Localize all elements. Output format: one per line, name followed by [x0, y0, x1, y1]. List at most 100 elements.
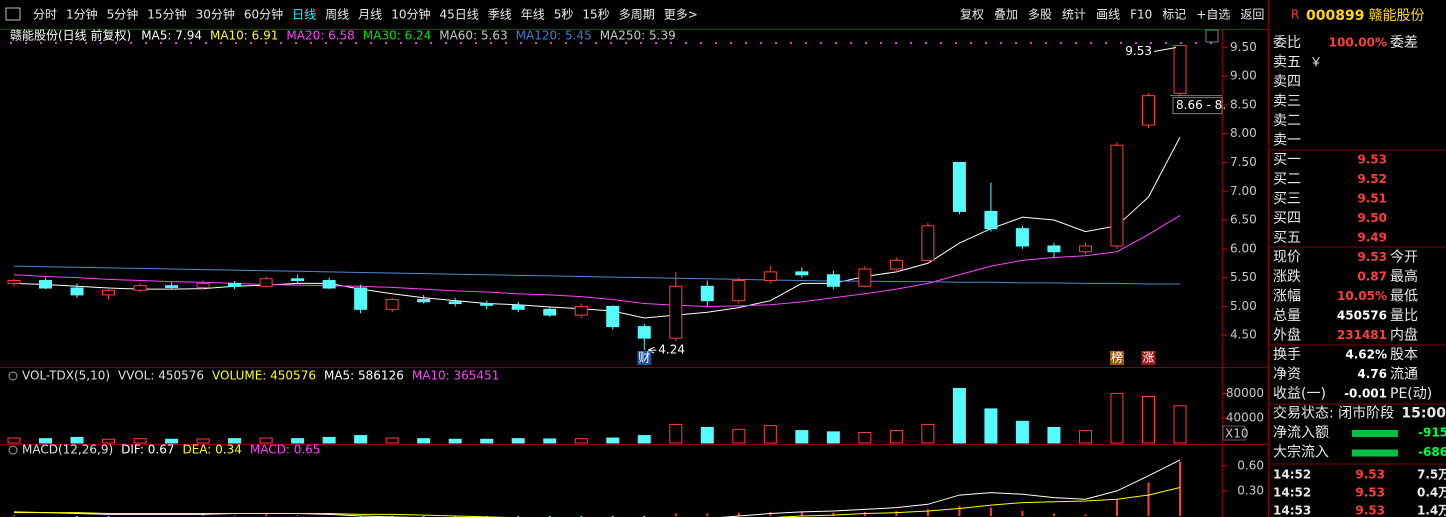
volume-bar	[889, 430, 903, 444]
candle-body	[133, 285, 147, 291]
period-tab[interactable]: 季线	[488, 8, 512, 22]
tool-button[interactable]: +自选	[1196, 8, 1230, 22]
ma-line	[13, 215, 1181, 307]
quote-right: 最高	[1390, 268, 1418, 285]
quote-right: PE(动)	[1390, 386, 1432, 402]
volume-bar	[39, 438, 53, 444]
quote-value: 9.51	[1357, 192, 1387, 206]
tool-button[interactable]: F10	[1130, 8, 1152, 22]
volume-bar	[448, 438, 462, 444]
quote-label: 买五	[1273, 230, 1301, 246]
tool-button[interactable]: 多股	[1028, 8, 1052, 22]
candle-body	[889, 259, 903, 270]
period-tab[interactable]: 15秒	[582, 8, 609, 22]
badge: R	[1291, 8, 1299, 22]
period-tab[interactable]: 多周期	[619, 8, 655, 22]
panel-button[interactable]	[1205, 29, 1219, 43]
y-tick-label: 6.00	[1230, 241, 1257, 255]
quote-value: 231481	[1337, 328, 1387, 342]
y-tick-label: 4.50	[1230, 328, 1257, 342]
candle-body	[795, 271, 809, 276]
candle-body	[984, 210, 998, 230]
dea-line	[14, 487, 1181, 517]
dif-line	[13, 459, 1181, 517]
volume-bar	[1141, 396, 1155, 444]
period-tab[interactable]: 日线	[292, 8, 316, 22]
trade-time: 14:52	[1273, 486, 1311, 500]
volume-bar	[511, 438, 525, 444]
candle-body	[1015, 228, 1029, 247]
trade-time: 14:53	[1273, 504, 1311, 517]
tool-button[interactable]: 统计	[1062, 8, 1086, 22]
period-tab[interactable]: 5分钟	[107, 7, 139, 22]
menu-icon[interactable]	[5, 7, 21, 21]
period-tab[interactable]: 更多>	[664, 8, 698, 22]
volume-bar	[984, 408, 998, 444]
legend-item: MA30: 6.24	[363, 29, 431, 43]
trade-volume: 1.4万	[1417, 504, 1446, 517]
quote-label: 涨跌	[1273, 269, 1301, 285]
quote-right: 委差	[1390, 35, 1418, 51]
legend-item: MA5: 586126	[324, 369, 404, 383]
period-tab[interactable]: 5秒	[554, 8, 574, 22]
candle-body	[70, 287, 84, 296]
volume-bar	[228, 438, 242, 444]
tool-button[interactable]: 叠加	[994, 8, 1018, 22]
period-tab[interactable]: 45日线	[439, 8, 478, 22]
tool-button[interactable]: 复权	[960, 8, 984, 22]
event-tag[interactable]: 榜	[1111, 350, 1123, 365]
period-tab[interactable]: 分时	[33, 8, 57, 22]
candle-body	[763, 271, 777, 282]
quote-label: 卖五	[1273, 55, 1301, 71]
ma-line	[13, 265, 1180, 285]
period-tab[interactable]: 60分钟	[244, 7, 283, 22]
candle-body	[354, 287, 368, 310]
volume-bar	[637, 435, 651, 444]
volume-bar	[669, 423, 683, 444]
volume-bar	[826, 431, 840, 444]
quote-label: 买二	[1273, 172, 1301, 188]
price-plot	[7, 45, 1187, 351]
y-tick-label: 5.50	[1230, 270, 1257, 284]
candle-body	[637, 326, 651, 339]
y-tick-label: 8.00	[1230, 126, 1257, 140]
tool-button[interactable]: 标记	[1162, 8, 1186, 22]
quote-right: 量比	[1390, 308, 1418, 324]
panel-icon[interactable]	[8, 371, 18, 381]
trade-time: 14:52	[1273, 468, 1311, 482]
candle-body	[511, 304, 525, 310]
quote-label: 现价	[1273, 250, 1301, 266]
volume-bar	[7, 437, 21, 444]
y-tick-label: 9.50	[1230, 40, 1257, 54]
unit-box	[1222, 425, 1246, 441]
y-tick-label: 0.30	[1237, 483, 1264, 497]
quote-label: 涨幅	[1273, 289, 1301, 305]
candle-body	[700, 285, 714, 302]
period-tab[interactable]: 周线	[325, 8, 349, 22]
tool-button[interactable]: 画线	[1096, 8, 1120, 22]
volume-bar	[952, 387, 966, 444]
quote-label: 净资	[1273, 367, 1301, 383]
legend-item: VOLUME: 450576	[212, 369, 316, 383]
period-tab[interactable]: 30分钟	[196, 7, 235, 22]
legend-item: MA5: 7.94	[141, 29, 202, 43]
quote-right: 15:00	[1401, 406, 1446, 422]
candle-body	[7, 280, 21, 284]
legend-item: DEA: 0.34	[182, 443, 241, 457]
quote-right: 流通	[1390, 367, 1418, 383]
period-tab[interactable]: 10分钟	[391, 7, 430, 22]
period-tab[interactable]: 月线	[358, 8, 382, 22]
period-tab[interactable]: 1分钟	[66, 7, 98, 22]
legend-item: MA20: 6.58	[286, 29, 354, 43]
event-tag[interactable]: 财	[638, 351, 650, 365]
volume-bar	[322, 436, 336, 444]
volume-bar	[70, 436, 84, 444]
tool-button[interactable]: 返回	[1240, 8, 1264, 22]
period-tab[interactable]: 15分钟	[147, 7, 186, 22]
quote-label: 总量	[1273, 308, 1301, 324]
panel-icon[interactable]	[8, 445, 18, 455]
legend-item: DIF: 0.67	[121, 443, 174, 457]
period-tab[interactable]: 年线	[521, 8, 545, 22]
candle-body	[39, 280, 53, 289]
event-tag[interactable]: 涨	[1142, 350, 1154, 365]
